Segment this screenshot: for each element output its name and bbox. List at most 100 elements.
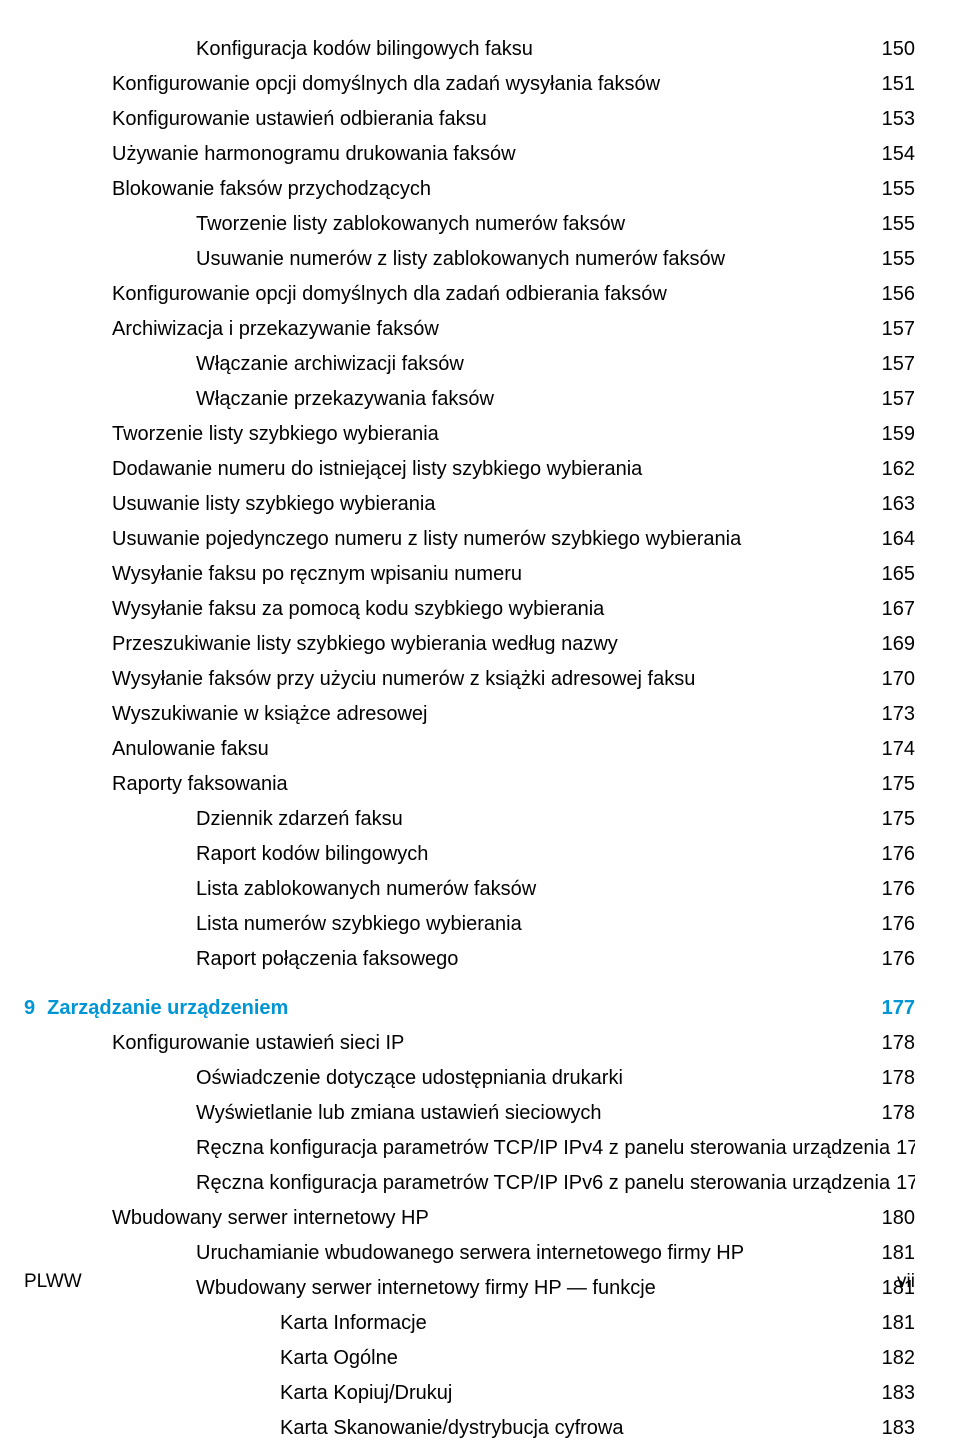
chapter-title: Zarządzanie urządzeniem — [47, 991, 288, 1026]
toc-entry-title: Karta Skanowanie/dystrybucja cyfrowa — [280, 1411, 624, 1446]
toc-entry-title: Ręczna konfiguracja parametrów TCP/IP IP… — [196, 1166, 890, 1201]
toc-entry-page: 178 — [882, 1061, 915, 1096]
footer-right: vii — [897, 1271, 915, 1293]
toc-entry-page: 176 — [882, 942, 915, 977]
toc-entry[interactable]: Konfigurowanie ustawień odbierania faksu… — [24, 102, 915, 137]
toc-entry[interactable]: Usuwanie listy szybkiego wybierania 163 — [24, 487, 915, 522]
chapter-number: 9 — [24, 991, 35, 1026]
toc-entry-title: Przeszukiwanie listy szybkiego wybierani… — [112, 627, 618, 662]
toc-entry[interactable]: Karta Informacje 181 — [24, 1306, 915, 1341]
chapter-heading[interactable]: 9Zarządzanie urządzeniem 177 — [24, 991, 915, 1026]
toc-entry-title: Karta Kopiuj/Drukuj — [280, 1376, 452, 1411]
toc-entry-title: Włączanie przekazywania faksów — [196, 382, 494, 417]
toc-entry-title: Lista zablokowanych numerów faksów — [196, 872, 536, 907]
table-of-contents: Konfiguracja kodów bilingowych faksu 150… — [24, 32, 915, 1446]
toc-entry-title: Wysyłanie faksu za pomocą kodu szybkiego… — [112, 592, 604, 627]
toc-entry[interactable]: Wyświetlanie lub zmiana ustawień sieciow… — [24, 1096, 915, 1131]
toc-entry[interactable]: Tworzenie listy szybkiego wybierania 159 — [24, 417, 915, 452]
toc-entry[interactable]: Włączanie archiwizacji faksów 157 — [24, 347, 915, 382]
toc-entry[interactable]: Tworzenie listy zablokowanych numerów fa… — [24, 207, 915, 242]
toc-entry[interactable]: Karta Skanowanie/dystrybucja cyfrowa 183 — [24, 1411, 915, 1446]
toc-entry[interactable]: Ręczna konfiguracja parametrów TCP/IP IP… — [24, 1131, 915, 1166]
toc-entry[interactable]: Uruchamianie wbudowanego serwera interne… — [24, 1236, 915, 1271]
toc-entry-page: 183 — [882, 1411, 915, 1446]
toc-entry-title: Włączanie archiwizacji faksów — [196, 347, 464, 382]
toc-entry-title: Konfiguracja kodów bilingowych faksu — [196, 32, 533, 67]
toc-entry[interactable]: Wyszukiwanie w książce adresowej 173 — [24, 697, 915, 732]
toc-entry-page: 162 — [882, 452, 915, 487]
toc-entry[interactable]: Usuwanie pojedynczego numeru z listy num… — [24, 522, 915, 557]
toc-entry[interactable]: Wbudowany serwer internetowy HP 180 — [24, 1201, 915, 1236]
toc-entry-page: 174 — [882, 732, 915, 767]
toc-entry[interactable]: Anulowanie faksu 174 — [24, 732, 915, 767]
toc-entry-page: 180 — [882, 1201, 915, 1236]
toc-entry[interactable]: Konfiguracja kodów bilingowych faksu 150 — [24, 32, 915, 67]
toc-entry-page: 175 — [882, 802, 915, 837]
toc-entry-title: Wyświetlanie lub zmiana ustawień sieciow… — [196, 1096, 602, 1131]
toc-entry[interactable]: Dodawanie numeru do istniejącej listy sz… — [24, 452, 915, 487]
toc-entry[interactable]: Lista numerów szybkiego wybierania 176 — [24, 907, 915, 942]
toc-entry[interactable]: Raport połączenia faksowego 176 — [24, 942, 915, 977]
toc-entry[interactable]: Włączanie przekazywania faksów 157 — [24, 382, 915, 417]
toc-entry[interactable]: Wysyłanie faksów przy użyciu numerów z k… — [24, 662, 915, 697]
toc-entry-title: Dziennik zdarzeń faksu — [196, 802, 403, 837]
section-break — [24, 977, 915, 991]
toc-entry-title: Lista numerów szybkiego wybierania — [196, 907, 522, 942]
toc-entry-title: Archiwizacja i przekazywanie faksów — [112, 312, 439, 347]
toc-entry[interactable]: Konfigurowanie ustawień sieci IP 178 — [24, 1026, 915, 1061]
toc-entry[interactable]: Karta Ogólne 182 — [24, 1341, 915, 1376]
toc-entry-page: 159 — [882, 417, 915, 452]
footer-left: PLWW — [24, 1271, 82, 1293]
toc-entry-title: Oświadczenie dotyczące udostępniania dru… — [196, 1061, 623, 1096]
toc-entry-page: 178 — [882, 1096, 915, 1131]
toc-entry[interactable]: Wysyłanie faksu za pomocą kodu szybkiego… — [24, 592, 915, 627]
toc-entry[interactable]: Lista zablokowanych numerów faksów 176 — [24, 872, 915, 907]
toc-entry-page: 153 — [882, 102, 915, 137]
toc-entry-title: Tworzenie listy szybkiego wybierania — [112, 417, 439, 452]
toc-entry[interactable]: Raporty faksowania 175 — [24, 767, 915, 802]
toc-entry-title: Usuwanie listy szybkiego wybierania — [112, 487, 435, 522]
toc-entry[interactable]: Konfigurowanie opcji domyślnych dla zada… — [24, 67, 915, 102]
toc-entry-title: Raporty faksowania — [112, 767, 288, 802]
toc-entry[interactable]: Karta Kopiuj/Drukuj 183 — [24, 1376, 915, 1411]
toc-entry[interactable]: Usuwanie numerów z listy zablokowanych n… — [24, 242, 915, 277]
toc-entry[interactable]: Archiwizacja i przekazywanie faksów 157 — [24, 312, 915, 347]
toc-entry-title: Karta Ogólne — [280, 1341, 398, 1376]
toc-entry-title: Blokowanie faksów przychodzących — [112, 172, 431, 207]
toc-entry-page: 157 — [882, 312, 915, 347]
toc-entry[interactable]: Konfigurowanie opcji domyślnych dla zada… — [24, 277, 915, 312]
toc-entry-page: 155 — [882, 207, 915, 242]
toc-entry-title: Raport kodów bilingowych — [196, 837, 428, 872]
toc-entry[interactable]: Wysyłanie faksu po ręcznym wpisaniu nume… — [24, 557, 915, 592]
toc-entry[interactable]: Raport kodów bilingowych 176 — [24, 837, 915, 872]
toc-entry[interactable]: Używanie harmonogramu drukowania faksów … — [24, 137, 915, 172]
toc-entry-page: 179 — [896, 1166, 915, 1201]
toc-entry-title: Dodawanie numeru do istniejącej listy sz… — [112, 452, 642, 487]
toc-entry[interactable]: Ręczna konfiguracja parametrów TCP/IP IP… — [24, 1166, 915, 1201]
toc-entry-page: 163 — [882, 487, 915, 522]
toc-entry-page: 173 — [882, 697, 915, 732]
toc-entry-page: 176 — [882, 872, 915, 907]
toc-entry-page: 156 — [882, 277, 915, 312]
toc-entry-page: 169 — [882, 627, 915, 662]
toc-entry-page: 164 — [882, 522, 915, 557]
toc-entry-page: 155 — [882, 172, 915, 207]
toc-entry-page: 175 — [882, 767, 915, 802]
toc-entry-title: Tworzenie listy zablokowanych numerów fa… — [196, 207, 625, 242]
toc-entry[interactable]: Blokowanie faksów przychodzących 155 — [24, 172, 915, 207]
toc-entry[interactable]: Dziennik zdarzeń faksu 175 — [24, 802, 915, 837]
toc-entry-title: Wbudowany serwer internetowy HP — [112, 1201, 429, 1236]
toc-entry-title: Konfigurowanie opcji domyślnych dla zada… — [112, 277, 667, 312]
toc-entry-page: 167 — [882, 592, 915, 627]
toc-entry-page: 183 — [882, 1376, 915, 1411]
toc-entry-title: Karta Informacje — [280, 1306, 427, 1341]
page-container: Konfiguracja kodów bilingowych faksu 150… — [0, 0, 960, 1317]
toc-entry-title: Używanie harmonogramu drukowania faksów — [112, 137, 516, 172]
toc-entry[interactable]: Oświadczenie dotyczące udostępniania dru… — [24, 1061, 915, 1096]
toc-entry-page: 157 — [882, 382, 915, 417]
toc-entry-page: 155 — [882, 242, 915, 277]
toc-entry-title: Konfigurowanie ustawień sieci IP — [112, 1026, 404, 1061]
toc-entry[interactable]: Przeszukiwanie listy szybkiego wybierani… — [24, 627, 915, 662]
toc-entry-page: 151 — [882, 67, 915, 102]
toc-entry-title: Anulowanie faksu — [112, 732, 269, 767]
